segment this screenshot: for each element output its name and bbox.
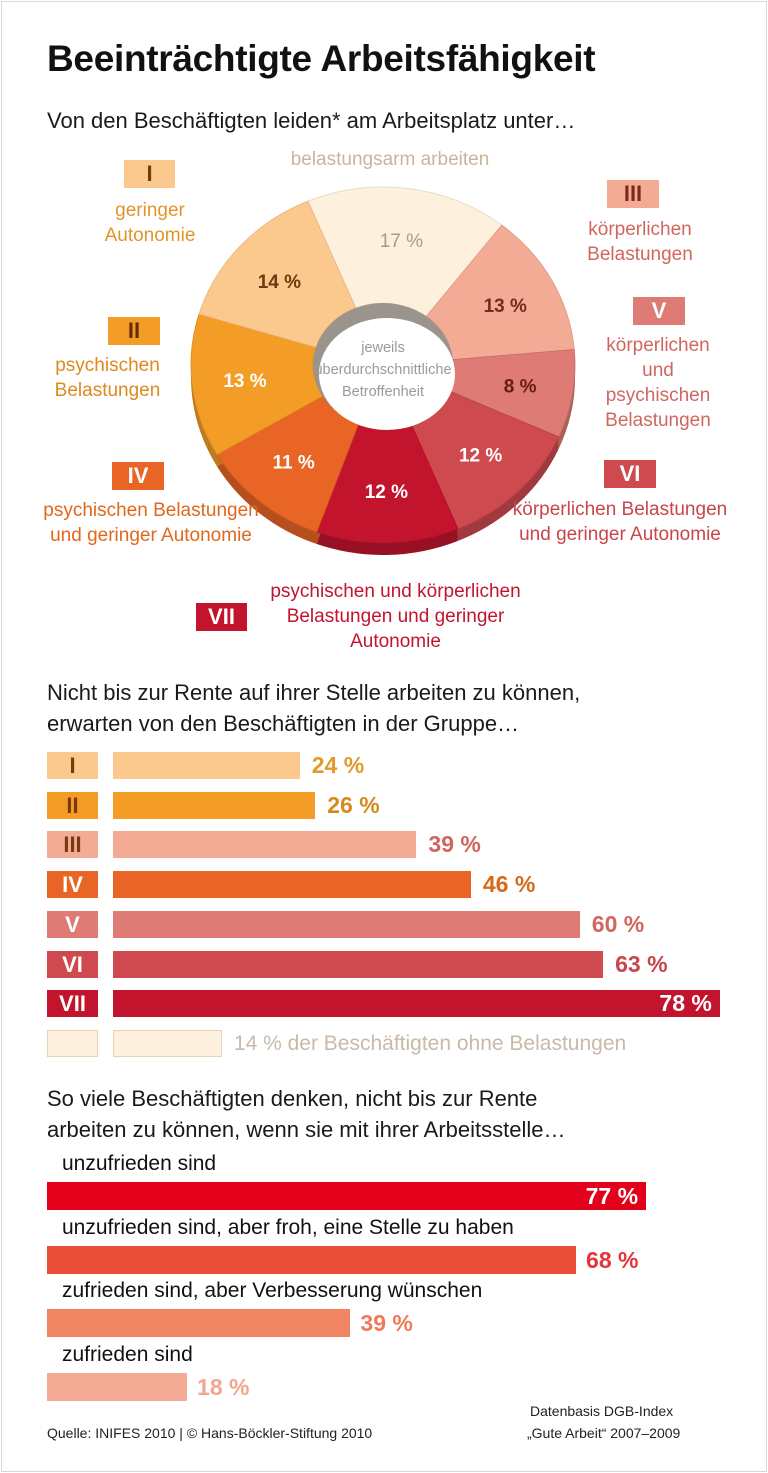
satisfaction-label: unzufrieden sind, aber froh, eine Stelle… xyxy=(62,1215,514,1239)
group-roman-II: II xyxy=(47,791,98,819)
group-roman-VI: VI xyxy=(47,950,98,978)
slice-value-label: 11 % xyxy=(273,453,315,474)
label-IV: psychischen Belastungen und geringer Aut… xyxy=(43,500,259,546)
group-roman-IV: IV xyxy=(47,871,98,899)
source-note: Quelle: INIFES 2010 | © Hans-Böckler-Sti… xyxy=(47,1425,373,1441)
group-bar xyxy=(113,990,720,1018)
group-bar xyxy=(113,950,604,978)
group-bar-value: 14 % der Beschäftigten ohne Belastungen xyxy=(233,1031,627,1055)
group-bar-value: 78 % xyxy=(659,990,712,1017)
satisfaction-bar xyxy=(47,1182,647,1210)
group-bar xyxy=(113,791,316,819)
label-VI: körperlichen Belastungen und geringer Au… xyxy=(512,499,728,545)
satisfaction-label: unzufrieden sind xyxy=(62,1152,217,1175)
group-roman-III: III xyxy=(47,831,98,859)
donut-hole xyxy=(319,318,455,430)
donut-center-text: jeweils überdurchschnittliche Betroffenh… xyxy=(283,337,483,403)
donut-subtitle: Von den Beschäftigten leiden* am Arbeits… xyxy=(47,108,576,133)
satisfaction-bar xyxy=(47,1373,188,1402)
subtitle-line: arbeiten zu können, wenn sie mit ihrer A… xyxy=(47,1117,566,1142)
roman-box-II: II xyxy=(108,317,160,345)
satisfaction-bar-value: 68 % xyxy=(586,1246,639,1273)
bars-subtitle: Nicht bis zur Rente auf ihrer Stelle arb… xyxy=(47,677,580,739)
slice-value-label: 14 % xyxy=(258,272,301,293)
label-I: geringer Autonomie xyxy=(104,200,196,246)
roman-box-III: III xyxy=(607,180,659,208)
center-line: Betroffenheit xyxy=(342,384,424,400)
center-line: jeweils xyxy=(361,340,405,356)
satisfaction-bar-value: 18 % xyxy=(197,1374,250,1401)
label-II: psychischen Belastungen xyxy=(54,355,161,401)
label-VII: psychischen und körperlichen Belastungen… xyxy=(270,581,521,652)
donut-chart: 17 % 13 % 8 % 12 % 12 % 11 % 13 % 14 % xyxy=(190,186,576,555)
page-title: Beeinträchtigte Arbeitsfähigkeit xyxy=(47,38,596,79)
roman-box-VII: VII xyxy=(196,603,247,631)
satisfaction-label: zufrieden sind xyxy=(62,1343,193,1367)
slice-value-label: 13 % xyxy=(223,371,266,392)
slice-value-label: 12 % xyxy=(365,482,408,503)
slice-value-label: 17 % xyxy=(380,231,423,252)
group-roman-V: V xyxy=(47,910,98,938)
group-bar xyxy=(113,752,300,779)
satisfaction-bar xyxy=(47,1309,351,1338)
slice-value-label: 8 % xyxy=(504,377,537,398)
subtitle-line: erwarten von den Beschäftigten in der Gr… xyxy=(47,711,520,736)
subtitle-line: So viele Beschäftigten denken, nicht bis… xyxy=(47,1086,538,1111)
data-basis-line1: Datenbasis DGB-Index xyxy=(530,1403,674,1419)
group-bar-value: 60 % xyxy=(591,910,645,937)
group-bar-value: 63 % xyxy=(615,950,668,977)
roman-box-VI: VI xyxy=(604,460,656,488)
center-line: überdurchschnittliche xyxy=(314,362,452,378)
satisfaction-bar-value: 77 % xyxy=(585,1183,639,1209)
group-bar-value: 46 % xyxy=(482,871,536,898)
satisfaction-bar xyxy=(47,1245,577,1274)
group-bar-value: 24 % xyxy=(311,752,365,778)
label-belastungsarm: belastungsarm arbeiten xyxy=(290,149,490,170)
group-bar xyxy=(113,910,580,938)
group-roman-I: I xyxy=(47,752,98,779)
roman-box-IV: IV xyxy=(112,462,164,490)
satisfaction-subtitle: So viele Beschäftigten denken, nicht bis… xyxy=(47,1083,565,1145)
slice-I xyxy=(198,200,357,348)
data-basis-line2: „Gute Arbeit“ 2007–2009 xyxy=(527,1425,681,1441)
group-bar-value: 26 % xyxy=(327,791,380,818)
satisfaction-bar-value: 39 % xyxy=(360,1310,413,1337)
group-bar-value: 39 % xyxy=(428,831,481,858)
group-bar xyxy=(113,831,417,859)
slice-value-label: 12 % xyxy=(459,446,502,467)
roman-box-I: I xyxy=(124,160,175,188)
group-bar xyxy=(113,871,471,899)
roman-box-V: V xyxy=(633,297,685,325)
subtitle-line: Nicht bis zur Rente auf ihrer Stelle arb… xyxy=(47,680,581,705)
satisfaction-label: zufrieden sind, aber Verbesserung wünsch… xyxy=(62,1279,483,1303)
group-bar xyxy=(113,1029,222,1057)
label-V: körperlichen und psychischen Belastungen xyxy=(605,335,711,431)
group-roman-VII: VII xyxy=(47,990,98,1018)
slice-value-label: 13 % xyxy=(484,296,527,317)
group-roman-none xyxy=(47,1029,98,1057)
label-III: körperlichen Belastungen xyxy=(587,219,693,265)
